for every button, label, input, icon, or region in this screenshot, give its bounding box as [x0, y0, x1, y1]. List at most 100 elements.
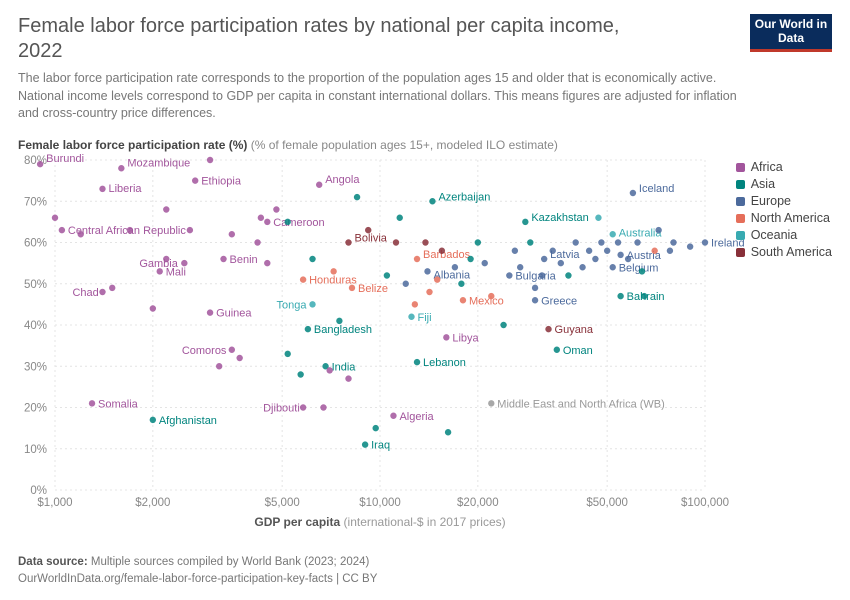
data-point — [598, 239, 604, 245]
data-point — [615, 239, 621, 245]
point-label: Guinea — [216, 308, 252, 320]
data-point — [429, 198, 435, 204]
data-point — [163, 206, 169, 212]
data-point — [426, 289, 432, 295]
point-label: Guyana — [555, 324, 594, 336]
data-point — [305, 326, 311, 332]
data-point — [354, 194, 360, 200]
data-point — [397, 215, 403, 221]
data-point — [670, 239, 676, 245]
data-point — [439, 248, 445, 254]
data-point — [687, 243, 693, 249]
legend-item-africa[interactable]: Africa — [736, 160, 832, 174]
data-point — [264, 219, 270, 225]
data-point — [617, 252, 623, 258]
data-point — [157, 268, 163, 274]
data-point — [452, 264, 458, 270]
point-label: Lebanon — [423, 357, 466, 369]
point-label: Belize — [358, 283, 388, 295]
data-point — [565, 272, 571, 278]
point-label: Cameroon — [273, 217, 324, 229]
data-point — [541, 256, 547, 262]
data-point — [532, 285, 538, 291]
data-point — [273, 206, 279, 212]
point-label: Liberia — [108, 183, 142, 195]
data-point — [59, 227, 65, 233]
data-point — [390, 413, 396, 419]
legend-item-north_america[interactable]: North America — [736, 211, 832, 225]
point-label: Mali — [166, 266, 186, 278]
data-point — [362, 441, 368, 447]
data-point — [254, 239, 260, 245]
point-label: Bulgaria — [515, 271, 556, 283]
data-point — [264, 260, 270, 266]
data-point — [309, 256, 315, 262]
svg-text:$2,000: $2,000 — [135, 497, 170, 509]
data-point — [545, 326, 551, 332]
point-label: Comoros — [182, 345, 227, 357]
data-point — [326, 367, 332, 373]
legend-swatch — [736, 248, 745, 257]
point-label: Somalia — [98, 398, 139, 410]
legend-label: Europe — [751, 194, 791, 208]
data-point — [316, 182, 322, 188]
scatter-chart: 0%10%20%30%40%50%60%70%80%$1,000$2,000$5… — [0, 0, 850, 600]
data-point — [37, 161, 43, 167]
svg-text:40%: 40% — [24, 320, 47, 332]
legend-label: Oceania — [751, 228, 798, 242]
legend-item-oceania[interactable]: Oceania — [736, 228, 832, 242]
data-point — [393, 239, 399, 245]
point-label: Barbados — [423, 249, 471, 261]
data-point — [150, 417, 156, 423]
legend-item-south_america[interactable]: South America — [736, 245, 832, 259]
data-point — [558, 260, 564, 266]
legend-item-europe[interactable]: Europe — [736, 194, 832, 208]
point-label: Middle East and North Africa (WB) — [497, 398, 665, 410]
data-point — [163, 256, 169, 262]
data-point — [639, 268, 645, 274]
data-point — [192, 177, 198, 183]
data-point — [554, 347, 560, 353]
data-point — [488, 400, 494, 406]
legend-item-asia[interactable]: Asia — [736, 177, 832, 191]
data-point — [595, 215, 601, 221]
data-point — [572, 239, 578, 245]
data-point — [634, 239, 640, 245]
data-point — [651, 248, 657, 254]
data-point — [630, 190, 636, 196]
svg-text:0%: 0% — [30, 485, 47, 497]
data-point — [625, 256, 631, 262]
data-point — [424, 268, 430, 274]
data-point — [512, 248, 518, 254]
data-point — [517, 264, 523, 270]
data-point — [500, 322, 506, 328]
svg-text:GDP per capita (international-: GDP per capita (international-$ in 2017 … — [254, 515, 505, 529]
data-point — [52, 215, 58, 221]
point-label: Bangladesh — [314, 324, 372, 336]
data-point — [655, 227, 661, 233]
data-point — [99, 186, 105, 192]
data-point — [285, 219, 291, 225]
data-point — [592, 256, 598, 262]
data-point — [458, 281, 464, 287]
point-label: Chad — [72, 287, 98, 299]
point-label: Azerbaijan — [438, 191, 490, 203]
legend-swatch — [736, 163, 745, 172]
data-point — [467, 256, 473, 262]
point-label: Bolivia — [355, 233, 388, 245]
data-point — [527, 239, 533, 245]
svg-text:$10,000: $10,000 — [359, 497, 401, 509]
data-point — [118, 165, 124, 171]
data-point — [434, 276, 440, 282]
point-label: Djibouti — [263, 403, 300, 415]
point-label: Burundi — [46, 153, 84, 165]
point-label: Mexico — [469, 295, 504, 307]
svg-text:$1,000: $1,000 — [37, 497, 72, 509]
data-point — [482, 260, 488, 266]
legend-swatch — [736, 231, 745, 240]
point-label: Oman — [563, 345, 593, 357]
svg-text:$50,000: $50,000 — [586, 497, 628, 509]
svg-text:50%: 50% — [24, 279, 47, 291]
data-point — [207, 309, 213, 315]
data-point — [300, 276, 306, 282]
